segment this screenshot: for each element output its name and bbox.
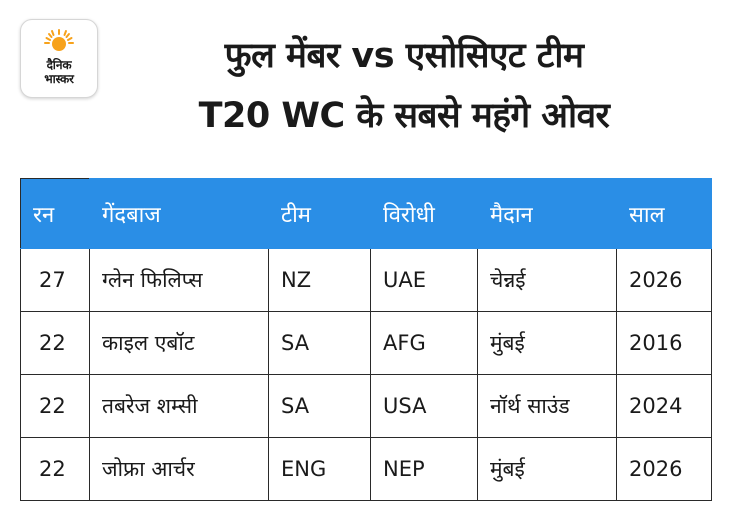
table-row: 27 ग्लेन फिलिप्स NZ UAE चेन्नई 2026	[20, 248, 712, 312]
brand-name-line1: दैनिक	[46, 58, 72, 72]
cell-venue: नॉर्थ साउंड	[477, 374, 617, 438]
cell-runs: 22	[20, 437, 90, 501]
cell-year: 2026	[616, 437, 712, 501]
title-line-2: T20 WC के सबसे महंगे ओवर	[198, 96, 610, 136]
cell-venue: चेन्नई	[477, 248, 617, 312]
cell-venue: मुंबई	[477, 311, 617, 375]
table-row: 22 तबरेज शम्सी SA USA नॉर्थ साउंड 2024	[20, 374, 712, 438]
sun-icon	[44, 29, 74, 51]
cell-bowler: जोफ्रा आर्चर	[89, 437, 269, 501]
dainik-bhaskar-logo: दैनिक भास्कर	[20, 19, 98, 98]
cell-opponent: USA	[370, 374, 478, 438]
cell-venue: मुंबई	[477, 437, 617, 501]
cell-opponent: NEP	[370, 437, 478, 501]
cell-year: 2026	[616, 248, 712, 312]
column-header-team: टीम	[268, 178, 371, 249]
cell-bowler: काइल एबॉट	[89, 311, 269, 375]
cell-team: SA	[268, 374, 371, 438]
page-title: फुल मेंबर vs एसोसिएट टीम T20 WC के सबसे …	[104, 26, 704, 146]
cell-year: 2024	[616, 374, 712, 438]
table-header-row: रन गेंदबाज टीम विरोधी मैदान साल	[20, 178, 712, 249]
title-line-1: फुल मेंबर vs एसोसिएट टीम	[224, 36, 584, 76]
cell-team: ENG	[268, 437, 371, 501]
column-header-opponent: विरोधी	[370, 178, 478, 249]
cell-year: 2016	[616, 311, 712, 375]
column-header-runs: रन	[20, 178, 90, 249]
cell-runs: 27	[20, 248, 90, 312]
cell-team: NZ	[268, 248, 371, 312]
column-header-year: साल	[616, 178, 712, 249]
brand-name-line2: भास्कर	[44, 72, 74, 86]
cell-team: SA	[268, 311, 371, 375]
cell-runs: 22	[20, 374, 90, 438]
column-header-bowler: गेंदबाज	[89, 178, 269, 249]
cell-bowler: तबरेज शम्सी	[89, 374, 269, 438]
cell-bowler: ग्लेन फिलिप्स	[89, 248, 269, 312]
cell-runs: 22	[20, 311, 90, 375]
cell-opponent: AFG	[370, 311, 478, 375]
expensive-overs-table: रन गेंदबाज टीम विरोधी मैदान साल 27 ग्लेन…	[20, 178, 712, 501]
table-row: 22 जोफ्रा आर्चर ENG NEP मुंबई 2026	[20, 437, 712, 501]
cell-opponent: UAE	[370, 248, 478, 312]
table-row: 22 काइल एबॉट SA AFG मुंबई 2016	[20, 311, 712, 375]
column-header-venue: मैदान	[477, 178, 617, 249]
